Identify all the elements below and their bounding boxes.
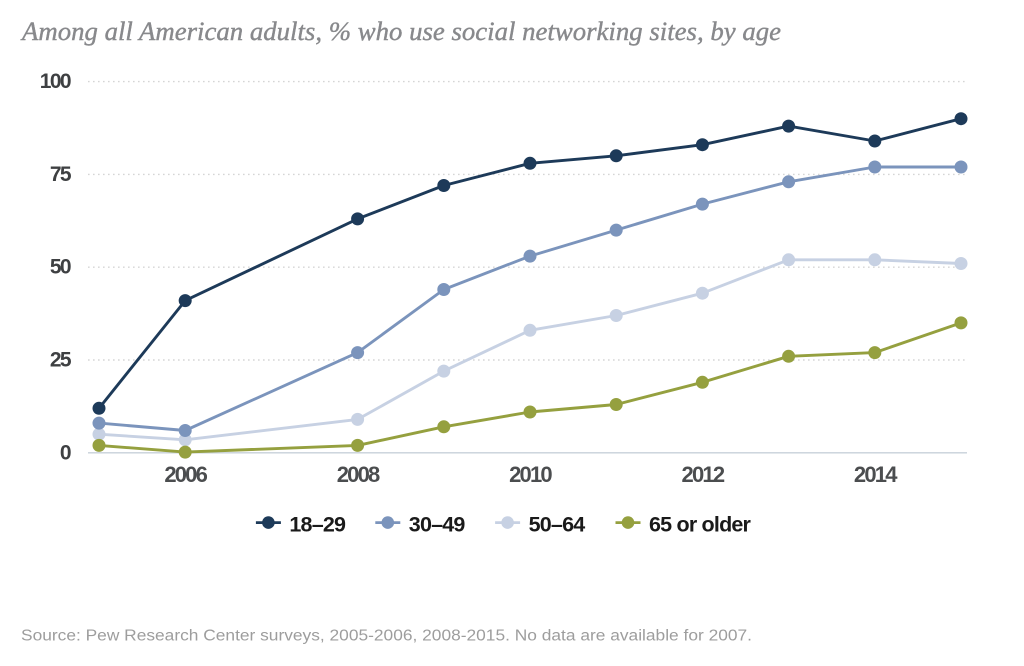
- svg-text:50–64: 50–64: [529, 513, 586, 537]
- svg-text:2006: 2006: [164, 462, 207, 487]
- svg-text:Source: Pew Research Center su: Source: Pew Research Center surveys, 200…: [21, 628, 752, 645]
- svg-text:50: 50: [50, 256, 71, 279]
- svg-text:25: 25: [50, 349, 72, 372]
- svg-text:65 or older: 65 or older: [649, 513, 752, 537]
- svg-text:2008: 2008: [337, 462, 380, 487]
- svg-text:Among all American adults, % w: Among all American adults, % who use soc…: [20, 17, 781, 46]
- svg-text:30–49: 30–49: [409, 513, 466, 537]
- svg-text:18–29: 18–29: [289, 513, 346, 537]
- svg-text:100: 100: [40, 70, 71, 93]
- svg-text:75: 75: [50, 163, 72, 186]
- svg-text:0: 0: [60, 441, 71, 464]
- svg-text:2012: 2012: [682, 462, 725, 487]
- svg-text:2014: 2014: [854, 462, 898, 487]
- svg-text:2010: 2010: [509, 462, 552, 487]
